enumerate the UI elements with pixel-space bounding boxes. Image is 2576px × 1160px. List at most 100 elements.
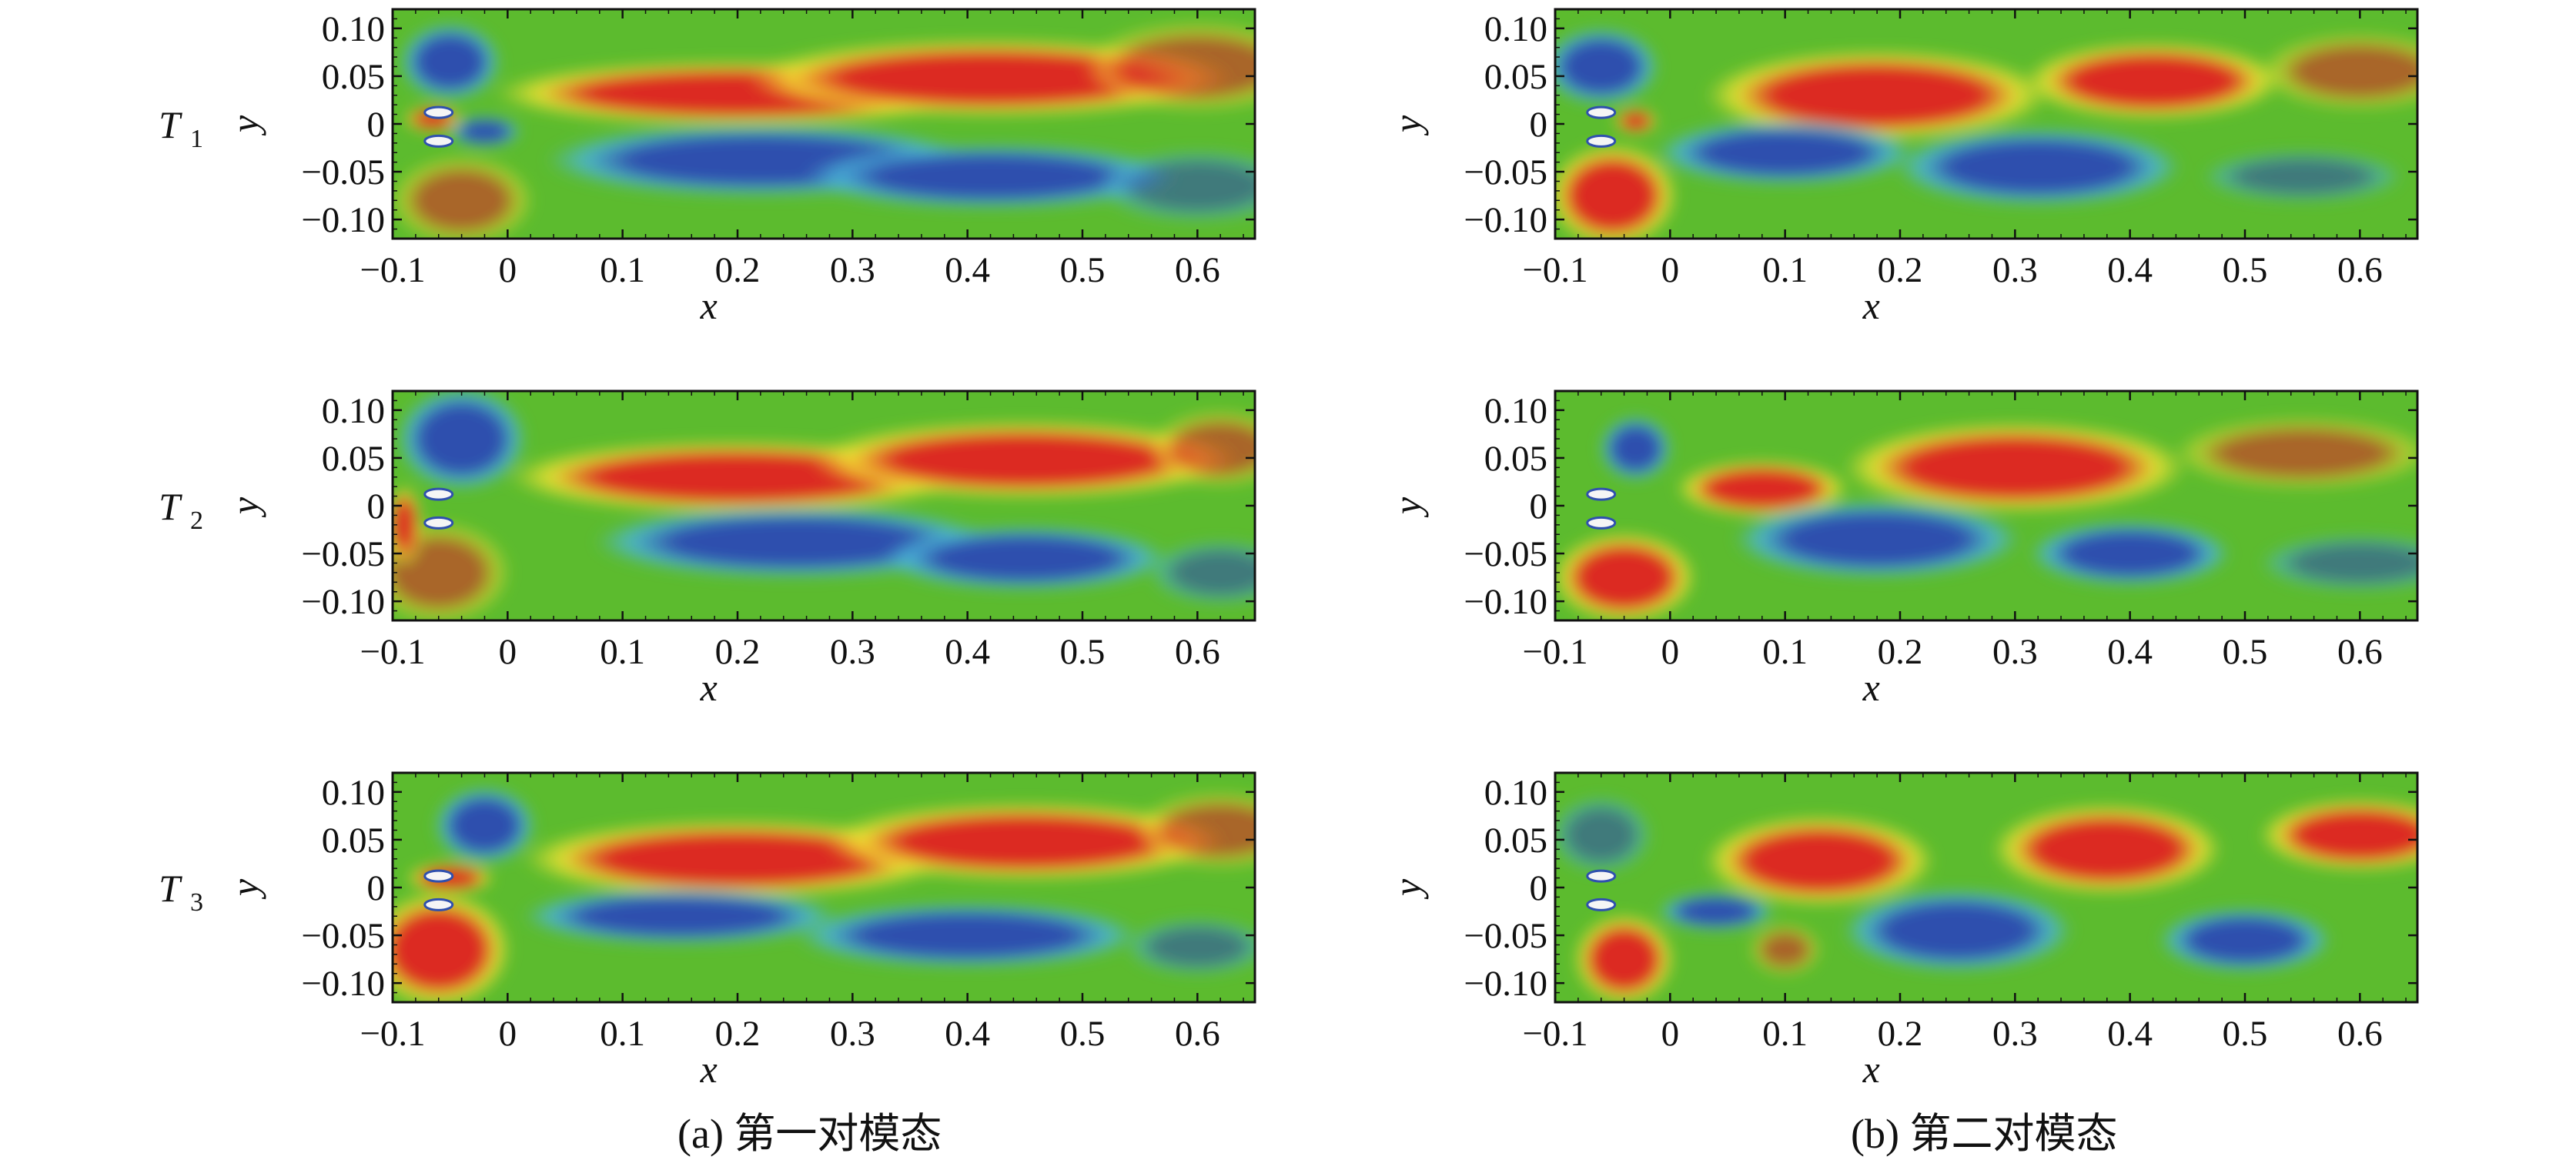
panel-blobs <box>393 391 1255 620</box>
x-tick-label: 0 <box>1661 632 1680 672</box>
x-tick-label: 0.5 <box>1060 250 1106 290</box>
field-blob-negative <box>803 144 1178 209</box>
panel-field <box>1555 416 2417 620</box>
panel-r3-c1: −0.1 0 0.1 0.2 0.3 0.4 0.5 0.6x0.100.050−0.05−0… <box>159 771 1256 1091</box>
panel-field <box>393 787 1255 1002</box>
cylinder-marker <box>423 898 454 911</box>
y-tick-label: 0 <box>367 868 386 908</box>
y-axis-label: y <box>223 878 266 900</box>
x-axis-label: x <box>1862 1048 1880 1091</box>
field-blob-negative <box>2029 521 2231 586</box>
x-tick-label: 0.1 <box>600 632 645 672</box>
panel-blobs <box>393 21 1255 239</box>
cylinder-marker <box>1586 487 1617 501</box>
x-tick-label: 0.6 <box>1175 250 1220 290</box>
x-tick-label: 0.2 <box>715 632 761 672</box>
field-blob-negative <box>400 23 501 101</box>
panel-field <box>1555 28 2417 239</box>
y-axis-label: y <box>1386 878 1429 900</box>
x-tick-label: 0.6 <box>1175 1014 1220 1054</box>
field-blob-positive <box>1082 21 1255 112</box>
row-label-sub: 1 <box>190 125 203 153</box>
field-blob-negative <box>396 391 527 491</box>
y-tick-label: 0.05 <box>1484 821 1547 861</box>
y-tick-label: −0.05 <box>1464 534 1547 574</box>
y-tick-label: 0 <box>1530 105 1548 145</box>
x-axis-label: x <box>700 666 718 709</box>
panel-blobs <box>1555 416 2417 620</box>
x-tick-label: 0 <box>499 1014 517 1054</box>
x-tick-label: 0.1 <box>600 1014 645 1054</box>
field-blob-positive <box>1574 914 1674 1002</box>
panel-r1-c1: −0.1 0 0.1 0.2 0.3 0.4 0.5 0.6x0.100.050−0.05−0… <box>159 8 1256 327</box>
field-blob-negative <box>1599 416 1672 481</box>
x-tick-label: 0.3 <box>830 250 875 290</box>
x-tick-label: 0.3 <box>1992 1014 2038 1054</box>
x-tick-label: 0.3 <box>830 1014 875 1054</box>
y-tick-label: 0.10 <box>1484 391 1547 431</box>
y-tick-label: 0.10 <box>1484 773 1547 813</box>
field-blob-negative <box>1894 128 2182 206</box>
field-blob-negative <box>2159 908 2331 973</box>
panel-r3-c2: −0.1 0 0.1 0.2 0.3 0.4 0.5 0.6x0.100.050−0.05−0… <box>1386 771 2419 1091</box>
field-blob-negative <box>1148 540 1255 605</box>
x-axis-label: x <box>700 284 718 327</box>
field-blob-positive <box>393 155 534 239</box>
caption-a-text: 第一对模态 <box>734 1111 942 1157</box>
field-blob-negative <box>795 903 1140 968</box>
y-tick-label: −0.10 <box>1464 582 1547 622</box>
x-tick-label: 0.4 <box>945 632 990 672</box>
field-blob-positive <box>1749 924 1822 976</box>
cylinder-marker <box>423 516 454 530</box>
y-axis-label: y <box>223 115 266 136</box>
x-tick-label: 0.5 <box>1060 1014 1106 1054</box>
field-blob-negative <box>881 526 1169 591</box>
y-tick-label: −0.10 <box>301 582 385 622</box>
y-tick-label: 0.05 <box>322 439 385 479</box>
x-tick-label: 0.1 <box>1762 632 1808 672</box>
panel-r1-c2: −0.1 0 0.1 0.2 0.3 0.4 0.5 0.6x0.100.050−0.05−0… <box>1386 8 2419 327</box>
y-tick-label: 0.05 <box>1484 439 1547 479</box>
field-blob-negative <box>1126 918 1255 975</box>
cylinder-marker <box>1586 105 1617 119</box>
y-tick-label: −0.05 <box>301 916 385 956</box>
field-blob-positive <box>824 803 1226 881</box>
y-tick-label: 0.10 <box>1484 9 1547 49</box>
y-axis-label: y <box>1386 115 1429 136</box>
x-tick-label: −0.1 <box>360 1014 425 1054</box>
y-tick-label: 0.05 <box>322 821 385 861</box>
y-tick-label: −0.05 <box>301 534 385 574</box>
field-blob-positive <box>1555 144 1678 239</box>
field-blob-positive <box>1705 50 2050 141</box>
x-tick-label: −0.1 <box>360 250 425 290</box>
field-blob-negative <box>2202 150 2404 202</box>
field-blob-negative <box>1655 120 1915 186</box>
x-tick-label: −0.1 <box>1522 632 1587 672</box>
x-tick-label: 0.1 <box>1762 250 1808 290</box>
caption-a: (a) 第一对模态 <box>677 1099 942 1160</box>
panel-blobs <box>393 787 1255 1002</box>
row-label: T <box>159 867 182 910</box>
x-tick-label: 0 <box>499 250 517 290</box>
field-blob-positive <box>1614 108 1658 135</box>
field-blob-positive <box>393 891 511 1002</box>
x-tick-label: 0.6 <box>2337 250 2383 290</box>
y-tick-label: −0.10 <box>1464 964 1547 1004</box>
x-tick-label: −0.1 <box>1522 1014 1587 1054</box>
x-tick-label: 0.2 <box>1878 632 1923 672</box>
x-axis-label: x <box>1862 284 1880 327</box>
y-axis-label: y <box>1386 496 1429 518</box>
field-blob-negative <box>1096 149 1255 222</box>
panel-r2-c1: −0.1 0 0.1 0.2 0.3 0.4 0.5 0.6x0.100.050−0.05−0… <box>159 389 1256 709</box>
x-tick-label: 0.5 <box>2223 1014 2268 1054</box>
y-tick-label: 0 <box>1530 486 1548 527</box>
x-tick-label: 0.6 <box>2337 632 2383 672</box>
field-blob-positive <box>2173 416 2417 490</box>
x-tick-label: −0.1 <box>360 632 425 672</box>
y-tick-label: 0 <box>1530 868 1548 908</box>
y-tick-label: −0.10 <box>301 200 385 240</box>
caption-b-label: (b) <box>1851 1111 1899 1157</box>
field-blob-negative <box>1842 889 2073 972</box>
caption-b: (b) 第二对模态 <box>1851 1099 2117 1160</box>
